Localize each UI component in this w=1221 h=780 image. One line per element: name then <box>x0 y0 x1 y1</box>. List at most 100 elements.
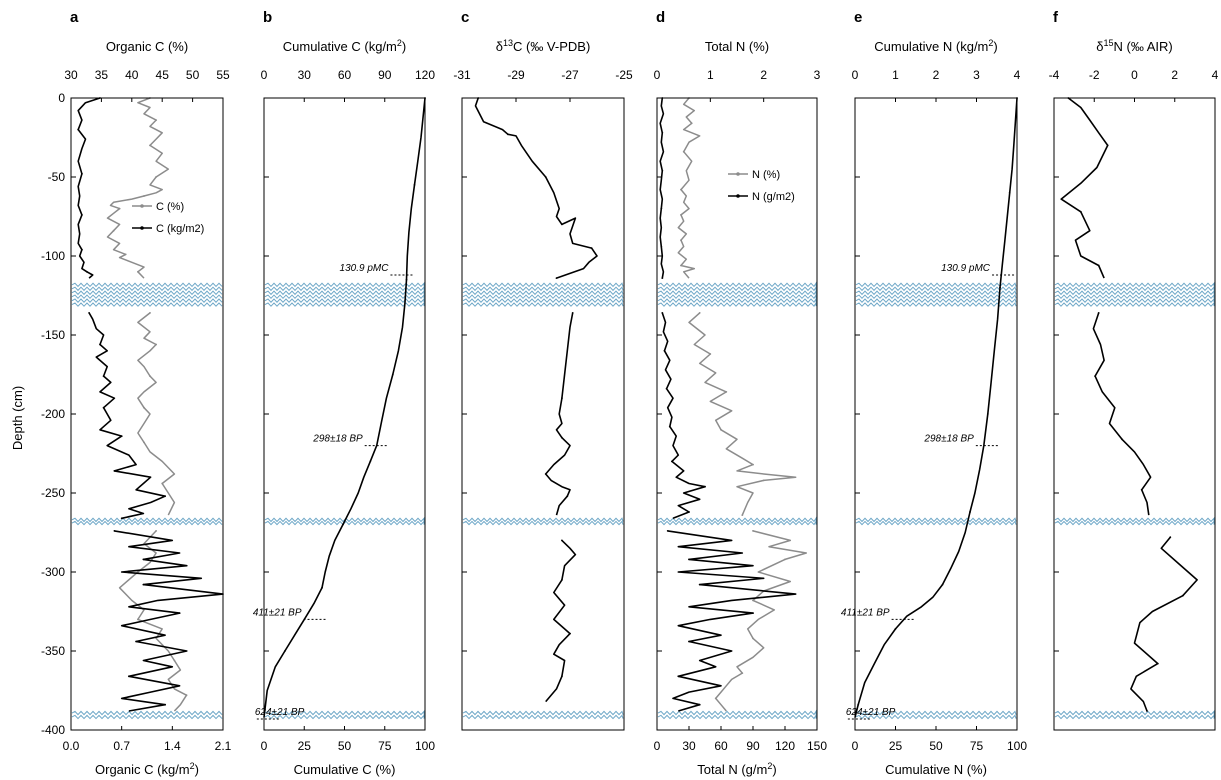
data-point-b-black <box>405 278 408 281</box>
plot-frame-f <box>1053 97 1216 731</box>
hiatus-band-e-row <box>855 282 1017 288</box>
bottom-tick-label-d: 30 <box>682 739 696 753</box>
hiatus-band-f-row <box>1054 297 1215 303</box>
data-point-c-black <box>571 312 574 314</box>
date-annotation-b: 298±18 BP <box>312 434 363 445</box>
top-tick-label-c: -25 <box>615 68 633 82</box>
data-point-d-black <box>661 312 664 314</box>
panel-letter-a: a <box>70 9 79 26</box>
data-point-e-black <box>941 583 944 586</box>
series-line-a-gray <box>106 97 170 279</box>
hiatus-band-bg-b <box>265 282 424 307</box>
hiatus-band-f-row <box>1054 285 1215 292</box>
series-line-d-gray <box>677 97 701 279</box>
data-point-a-gray <box>143 406 145 409</box>
panel-f: f δ15N (‰ AIR) -4 -2 0 2 4 <box>1049 9 1219 731</box>
data-point-d-black <box>661 277 664 279</box>
data-point-d-gray <box>680 239 682 242</box>
hiatus-band-e-row <box>855 714 1017 720</box>
top-tick-label-f: -4 <box>1049 68 1060 82</box>
hiatus-band-d-row <box>657 281 817 288</box>
hiatus-band-c-row <box>462 298 624 303</box>
data-point-e-black <box>999 286 1001 289</box>
data-point-b-black <box>369 460 372 463</box>
data-point-a-gray <box>185 694 188 697</box>
hiatus-band-d-row <box>657 516 817 523</box>
data-point-a-gray <box>124 253 127 256</box>
data-point-b-black <box>413 184 416 186</box>
data-point-c-black <box>544 176 547 178</box>
data-point-a-black <box>142 583 145 586</box>
data-point-e-black <box>1008 191 1011 194</box>
data-point-d-gray <box>762 479 765 482</box>
hiatus-band-a-row <box>71 298 223 303</box>
top-tick-label-d: 1 <box>707 68 714 82</box>
top-tick-label-a: 50 <box>186 68 200 82</box>
series-line-d-black <box>667 530 797 712</box>
hiatus-band-a-row <box>71 286 223 292</box>
hiatus-band-bg-f <box>1055 282 1214 307</box>
bottom-tick-label-b: 0 <box>261 739 268 753</box>
data-point-b-black <box>284 650 286 652</box>
top-tick-label-c: -29 <box>507 68 525 82</box>
data-point-f-black <box>1121 438 1123 441</box>
hiatus-band-b-row <box>264 285 425 292</box>
hiatus-band-d-row <box>657 301 817 308</box>
hiatus-band-d-row <box>657 297 817 304</box>
hiatus-band-b-row <box>264 714 425 720</box>
bottom-tick-label-d: 120 <box>775 739 795 753</box>
data-point-d-black <box>660 245 663 248</box>
hiatus-band-b-row <box>264 281 425 288</box>
data-point-d-gray <box>752 599 754 602</box>
data-point-d-gray <box>680 264 682 267</box>
data-point-a-black <box>81 172 83 175</box>
top-tick-label-e: 1 <box>892 68 899 82</box>
data-point-c-black <box>566 495 569 498</box>
hiatus-band-bg-b <box>265 711 424 719</box>
legend-marker-d <box>736 194 740 198</box>
data-point-a-black <box>81 214 83 216</box>
series-line-c-black <box>474 97 598 279</box>
data-point-a-gray <box>155 176 158 178</box>
hiatus-band-e-row <box>855 517 1017 523</box>
series-line-a-gray <box>137 312 176 516</box>
hiatus-band-a-row <box>71 710 223 716</box>
data-point-a-gray <box>137 270 139 273</box>
data-point-d-gray <box>714 697 717 700</box>
hiatus-band-b-row <box>264 301 425 307</box>
bottom-tick-label-d: 60 <box>714 739 728 753</box>
data-point-e-black <box>969 511 971 513</box>
date-annotation-b: 130.9 pMC <box>340 263 390 274</box>
data-point-d-black <box>661 169 664 172</box>
data-point-f-black <box>1146 710 1148 712</box>
hiatus-band-f-row <box>1054 516 1215 523</box>
data-point-a-black <box>102 406 105 409</box>
data-point-d-gray <box>709 353 712 355</box>
data-point-a-black <box>86 270 88 273</box>
data-point-f-black <box>1097 264 1100 267</box>
data-point-a-gray <box>118 207 121 210</box>
hiatus-band-b-row <box>264 297 425 303</box>
bottom-tick-label-b: 100 <box>415 739 435 753</box>
hiatus-band-bg-c <box>463 518 623 525</box>
hiatus-band-d-row <box>657 293 817 300</box>
data-point-e-black <box>894 628 897 630</box>
hiatus-band-d-row <box>657 289 817 296</box>
data-point-d-black <box>698 703 701 706</box>
data-point-c-black <box>555 277 558 279</box>
top-tick-label-d: 3 <box>814 68 821 82</box>
data-point-d-gray <box>752 637 754 640</box>
series-line-a-black <box>88 312 166 520</box>
hiatus-band-e-row <box>855 290 1017 296</box>
date-annotation-e: 411±21 BP <box>841 607 890 618</box>
top-tick-label-f: 0 <box>1131 68 1138 82</box>
hiatus-band-f-row <box>1054 710 1215 716</box>
data-point-d-gray <box>741 514 744 516</box>
depth-tick-label: -150 <box>41 328 65 342</box>
top-tick-label-e: 2 <box>933 68 940 82</box>
data-point-a-black <box>102 375 105 377</box>
data-point-d-gray <box>752 463 754 466</box>
data-point-e-black <box>986 413 989 415</box>
data-point-a-gray <box>112 229 115 232</box>
